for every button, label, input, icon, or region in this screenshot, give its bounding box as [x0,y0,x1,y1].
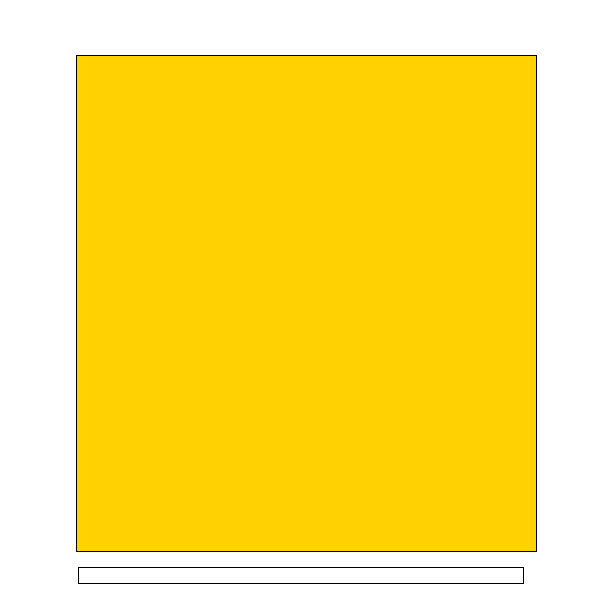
thermal-updraft-field [77,56,536,551]
colorbar-legend [0,565,600,600]
header [0,6,600,7]
forecast-map[interactable] [76,55,537,552]
colorbar-swatches [78,567,524,584]
